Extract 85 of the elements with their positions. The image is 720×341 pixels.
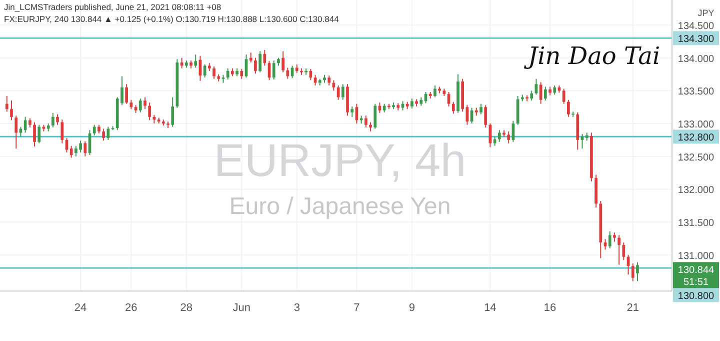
candlestick [364, 115, 368, 128]
x-tick-label: 9 [408, 302, 416, 314]
candlestick [194, 54, 198, 68]
candlestick [484, 104, 488, 128]
candlestick [52, 112, 54, 128]
candlestick [608, 230, 612, 249]
text: Euro / Japanese Yen [229, 193, 451, 220]
y-tick-label: 134.000 [678, 54, 715, 65]
candlestick [544, 86, 547, 102]
x-tick-label: 14 [484, 302, 496, 314]
candlestick [249, 52, 252, 63]
candlestick [567, 99, 570, 118]
text: Jin_LCMSTraders published, June 21, 2021 08:08:11 +08 [4, 2, 222, 12]
candlestick [452, 101, 455, 114]
x-tick-label: 16 [544, 302, 556, 314]
x-tick-label: 21 [626, 302, 639, 314]
candlestick [553, 84, 556, 96]
candlestick [148, 102, 152, 121]
candlestick [56, 114, 59, 126]
y-tick-label: 132.000 [678, 185, 715, 196]
candlestick [534, 78, 538, 96]
text: FX:EURJPY, 240 130.844 ▲ +0.125 (+0.1%) O:130.719 H:130.888 L:130.600 C:130.844 [4, 14, 340, 24]
candlestick [282, 50, 284, 73]
candlestick [636, 262, 639, 282]
candlestick [530, 90, 534, 102]
candlestick [341, 84, 344, 100]
y-tick-label: 133.500 [678, 86, 715, 98]
text: 51:51 [683, 277, 709, 288]
y-tick-label: 131.500 [678, 218, 715, 230]
y-axis-title: JPY [698, 8, 714, 18]
x-tick-label: 28 [180, 302, 193, 314]
y-tick-label: 133.000 [678, 120, 715, 131]
candlestick [212, 66, 216, 80]
candlestick [314, 74, 317, 86]
candlestick [622, 242, 626, 261]
candlestick [38, 124, 41, 144]
candlestick [263, 49, 266, 66]
candlestick [618, 234, 620, 266]
annotation: Jin Dao Tai [523, 42, 660, 70]
candlestick [350, 106, 354, 118]
candlestick [92, 124, 96, 136]
y-tick-label: 134.500 [678, 21, 715, 32]
candlestick [562, 88, 566, 104]
x-tick-label: 3 [294, 302, 300, 314]
text: 130.844 [678, 265, 715, 276]
candlestick [84, 140, 87, 157]
candlestick [5, 95, 8, 112]
candlestick [286, 67, 290, 80]
candlestick [434, 84, 436, 98]
candlestick [70, 145, 73, 158]
ref-line-label: 132.800 [678, 132, 715, 144]
candlestick [226, 68, 230, 80]
candlestick [374, 103, 377, 130]
candlestick [410, 98, 414, 109]
candlestick [258, 50, 262, 73]
candlestick [498, 130, 501, 142]
candlestick [28, 118, 32, 128]
candlestick [10, 100, 13, 121]
candlestick [125, 84, 128, 104]
x-tick-label: Jun [232, 302, 251, 314]
candlestick [138, 98, 142, 113]
candlestick [613, 232, 616, 242]
candlestick [240, 68, 244, 80]
candlestick [272, 60, 276, 80]
y-tick-label: 131.000 [678, 250, 715, 262]
candlestick [480, 103, 482, 115]
x-tick-label: 24 [74, 302, 87, 314]
x-tick-label: 26 [125, 302, 138, 314]
candlestick [507, 130, 510, 144]
y-tick-label: 132.500 [678, 152, 715, 164]
candlestick [171, 96, 174, 128]
candlestick [580, 134, 584, 149]
candlestick [106, 126, 110, 140]
candlestick [60, 119, 64, 144]
candlestick [102, 128, 105, 142]
candlestick [14, 115, 18, 149]
ref-line-label: 134.300 [678, 34, 715, 46]
x-tick-label: 7 [354, 302, 360, 314]
candlestick [254, 57, 257, 74]
candlestick [369, 122, 372, 132]
ref-line-label: 130.800 [678, 291, 715, 302]
candlestick [144, 96, 146, 110]
candlestick [33, 122, 36, 148]
candlestick [631, 262, 634, 282]
candlestick [328, 75, 331, 86]
